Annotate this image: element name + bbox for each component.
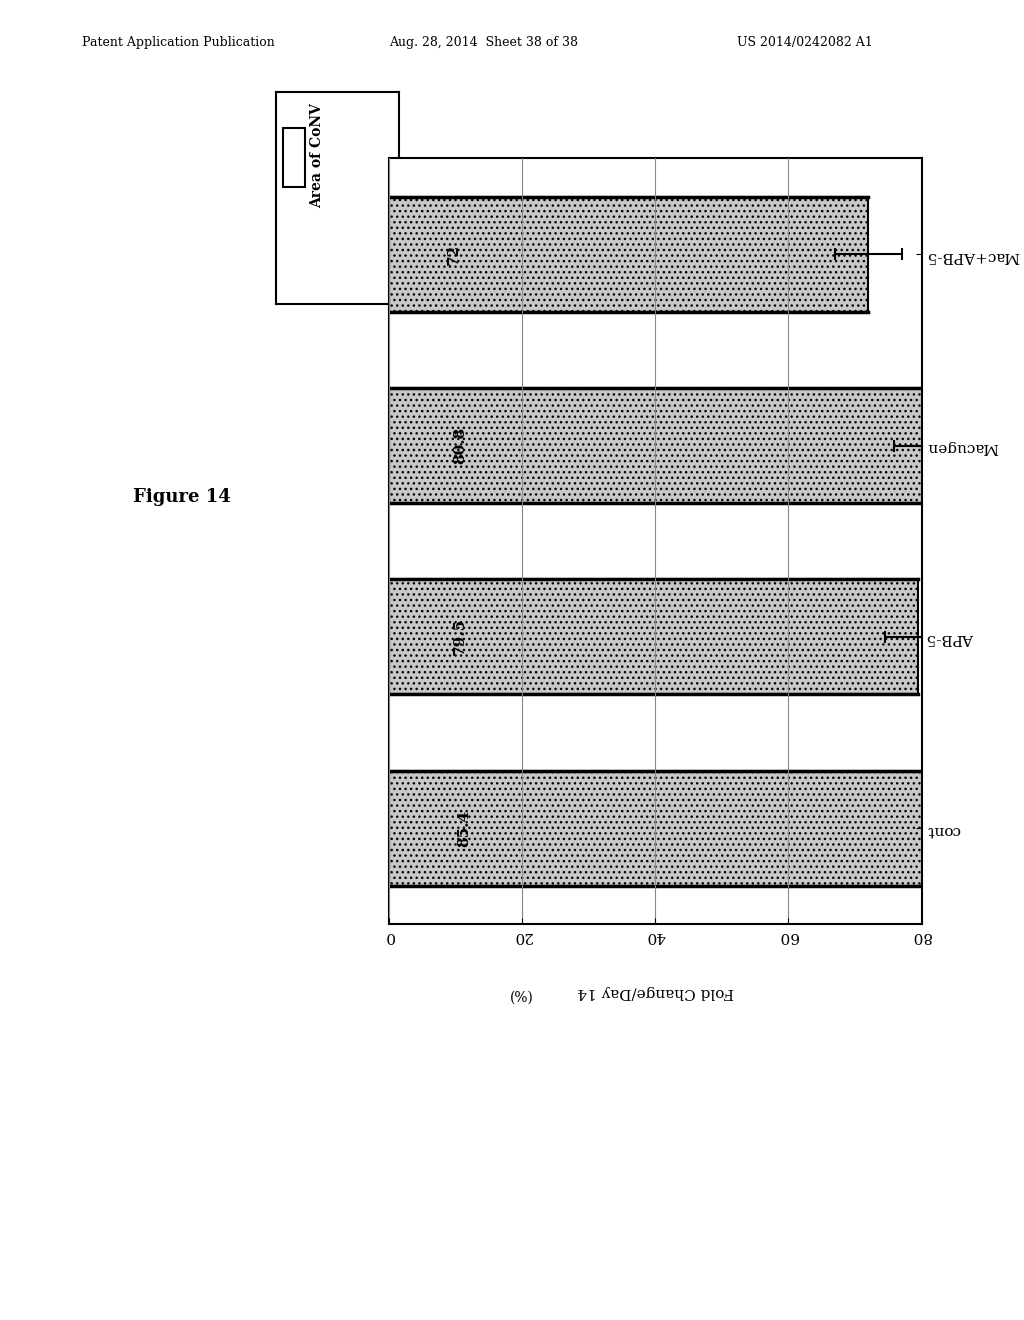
Bar	[389, 197, 868, 312]
Text: Aug. 28, 2014  Sheet 38 of 38: Aug. 28, 2014 Sheet 38 of 38	[389, 36, 579, 49]
FancyBboxPatch shape	[283, 128, 305, 187]
Bar	[389, 771, 957, 886]
Text: 85.4: 85.4	[458, 809, 471, 847]
X-axis label: Fold Change/Day 14: Fold Change/Day 14	[577, 985, 734, 998]
Text: 72: 72	[446, 243, 461, 265]
Text: 79.5: 79.5	[453, 618, 467, 656]
Text: Area of CoNV: Area of CoNV	[309, 103, 324, 209]
Text: 80.8: 80.8	[454, 426, 468, 465]
Text: Figure 14: Figure 14	[133, 487, 230, 506]
Text: (%): (%)	[510, 991, 535, 1005]
Text: Patent Application Publication: Patent Application Publication	[82, 36, 274, 49]
Bar	[389, 388, 927, 503]
Bar	[389, 579, 919, 694]
Text: US 2014/0242082 A1: US 2014/0242082 A1	[737, 36, 873, 49]
